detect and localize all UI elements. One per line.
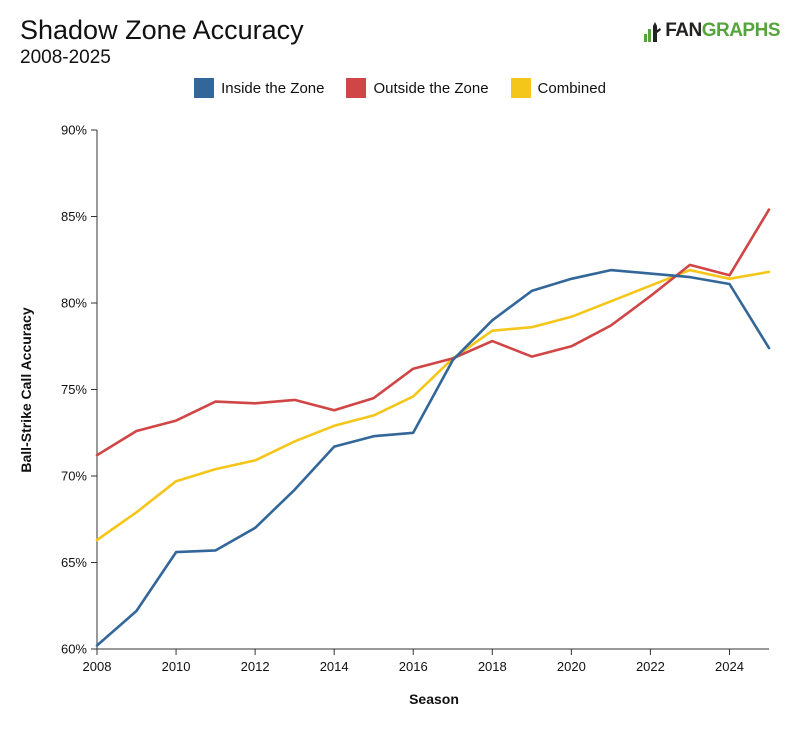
legend-swatch-inside: [194, 78, 215, 98]
fangraphs-logo: FAN GRAPHS: [644, 20, 781, 42]
legend-item-combined: Combined: [510, 78, 606, 98]
y-tick-label: 60%: [61, 642, 87, 657]
logo-text-graphs: GRAPHS: [701, 20, 781, 41]
chart-legend: Inside the Zone Outside the Zone Combine…: [0, 78, 800, 98]
chart-subtitle: 2008-2025: [20, 47, 111, 68]
y-tick-label: 65%: [61, 555, 87, 570]
x-axis-title: Season: [409, 691, 459, 707]
x-tick-label: 2008: [83, 659, 112, 674]
legend-swatch-combined: [510, 78, 531, 98]
y-tick-label: 90%: [61, 123, 87, 138]
series-line-inside: [95, 268, 771, 647]
y-tick-label: 80%: [61, 296, 87, 311]
y-tick-label: 85%: [61, 209, 87, 224]
x-tick-label: 2024: [715, 659, 744, 674]
x-tick-label: 2010: [162, 659, 191, 674]
x-tick-label: 2016: [399, 659, 428, 674]
chart-axes: 60% 65% 70% 75% 80% 85% 90% 2008 2010 2012 2014 201…: [61, 123, 769, 674]
y-tick-label: 70%: [61, 469, 87, 484]
legend-label-outside: Outside the Zone: [373, 79, 489, 97]
x-tick-label: 2012: [241, 659, 270, 674]
series-line-outside: [95, 208, 771, 457]
y-axis-title: Ball-Strike Call Accuracy: [18, 307, 34, 472]
x-tick-label: 2022: [636, 659, 665, 674]
x-tick-label: 2014: [320, 659, 349, 674]
x-tick-label: 2020: [557, 659, 586, 674]
x-tick-label: 2018: [478, 659, 507, 674]
legend-item-outside: Outside the Zone: [346, 78, 489, 98]
legend-item-inside: Inside the Zone: [194, 78, 324, 98]
y-tick-label: 75%: [61, 382, 87, 397]
logo-text-fan: FAN: [665, 20, 702, 41]
chart-series-lines: [95, 208, 771, 647]
series-line-combined: [95, 268, 771, 542]
legend-label-combined: Combined: [537, 79, 606, 97]
logo-bars-icon: [644, 20, 662, 42]
legend-label-inside: Inside the Zone: [221, 79, 325, 97]
legend-swatch-outside: [346, 78, 367, 98]
chart-title: Shadow Zone Accuracy: [20, 15, 304, 45]
